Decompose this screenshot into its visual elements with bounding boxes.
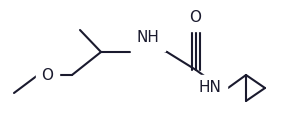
Text: NH: NH — [136, 31, 159, 45]
Text: HN: HN — [199, 81, 221, 95]
Text: O: O — [41, 67, 53, 83]
Text: O: O — [189, 10, 201, 26]
